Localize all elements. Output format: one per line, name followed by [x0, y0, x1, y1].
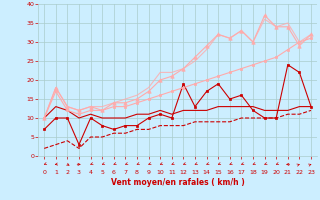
X-axis label: Vent moyen/en rafales ( km/h ): Vent moyen/en rafales ( km/h ) [111, 178, 244, 187]
